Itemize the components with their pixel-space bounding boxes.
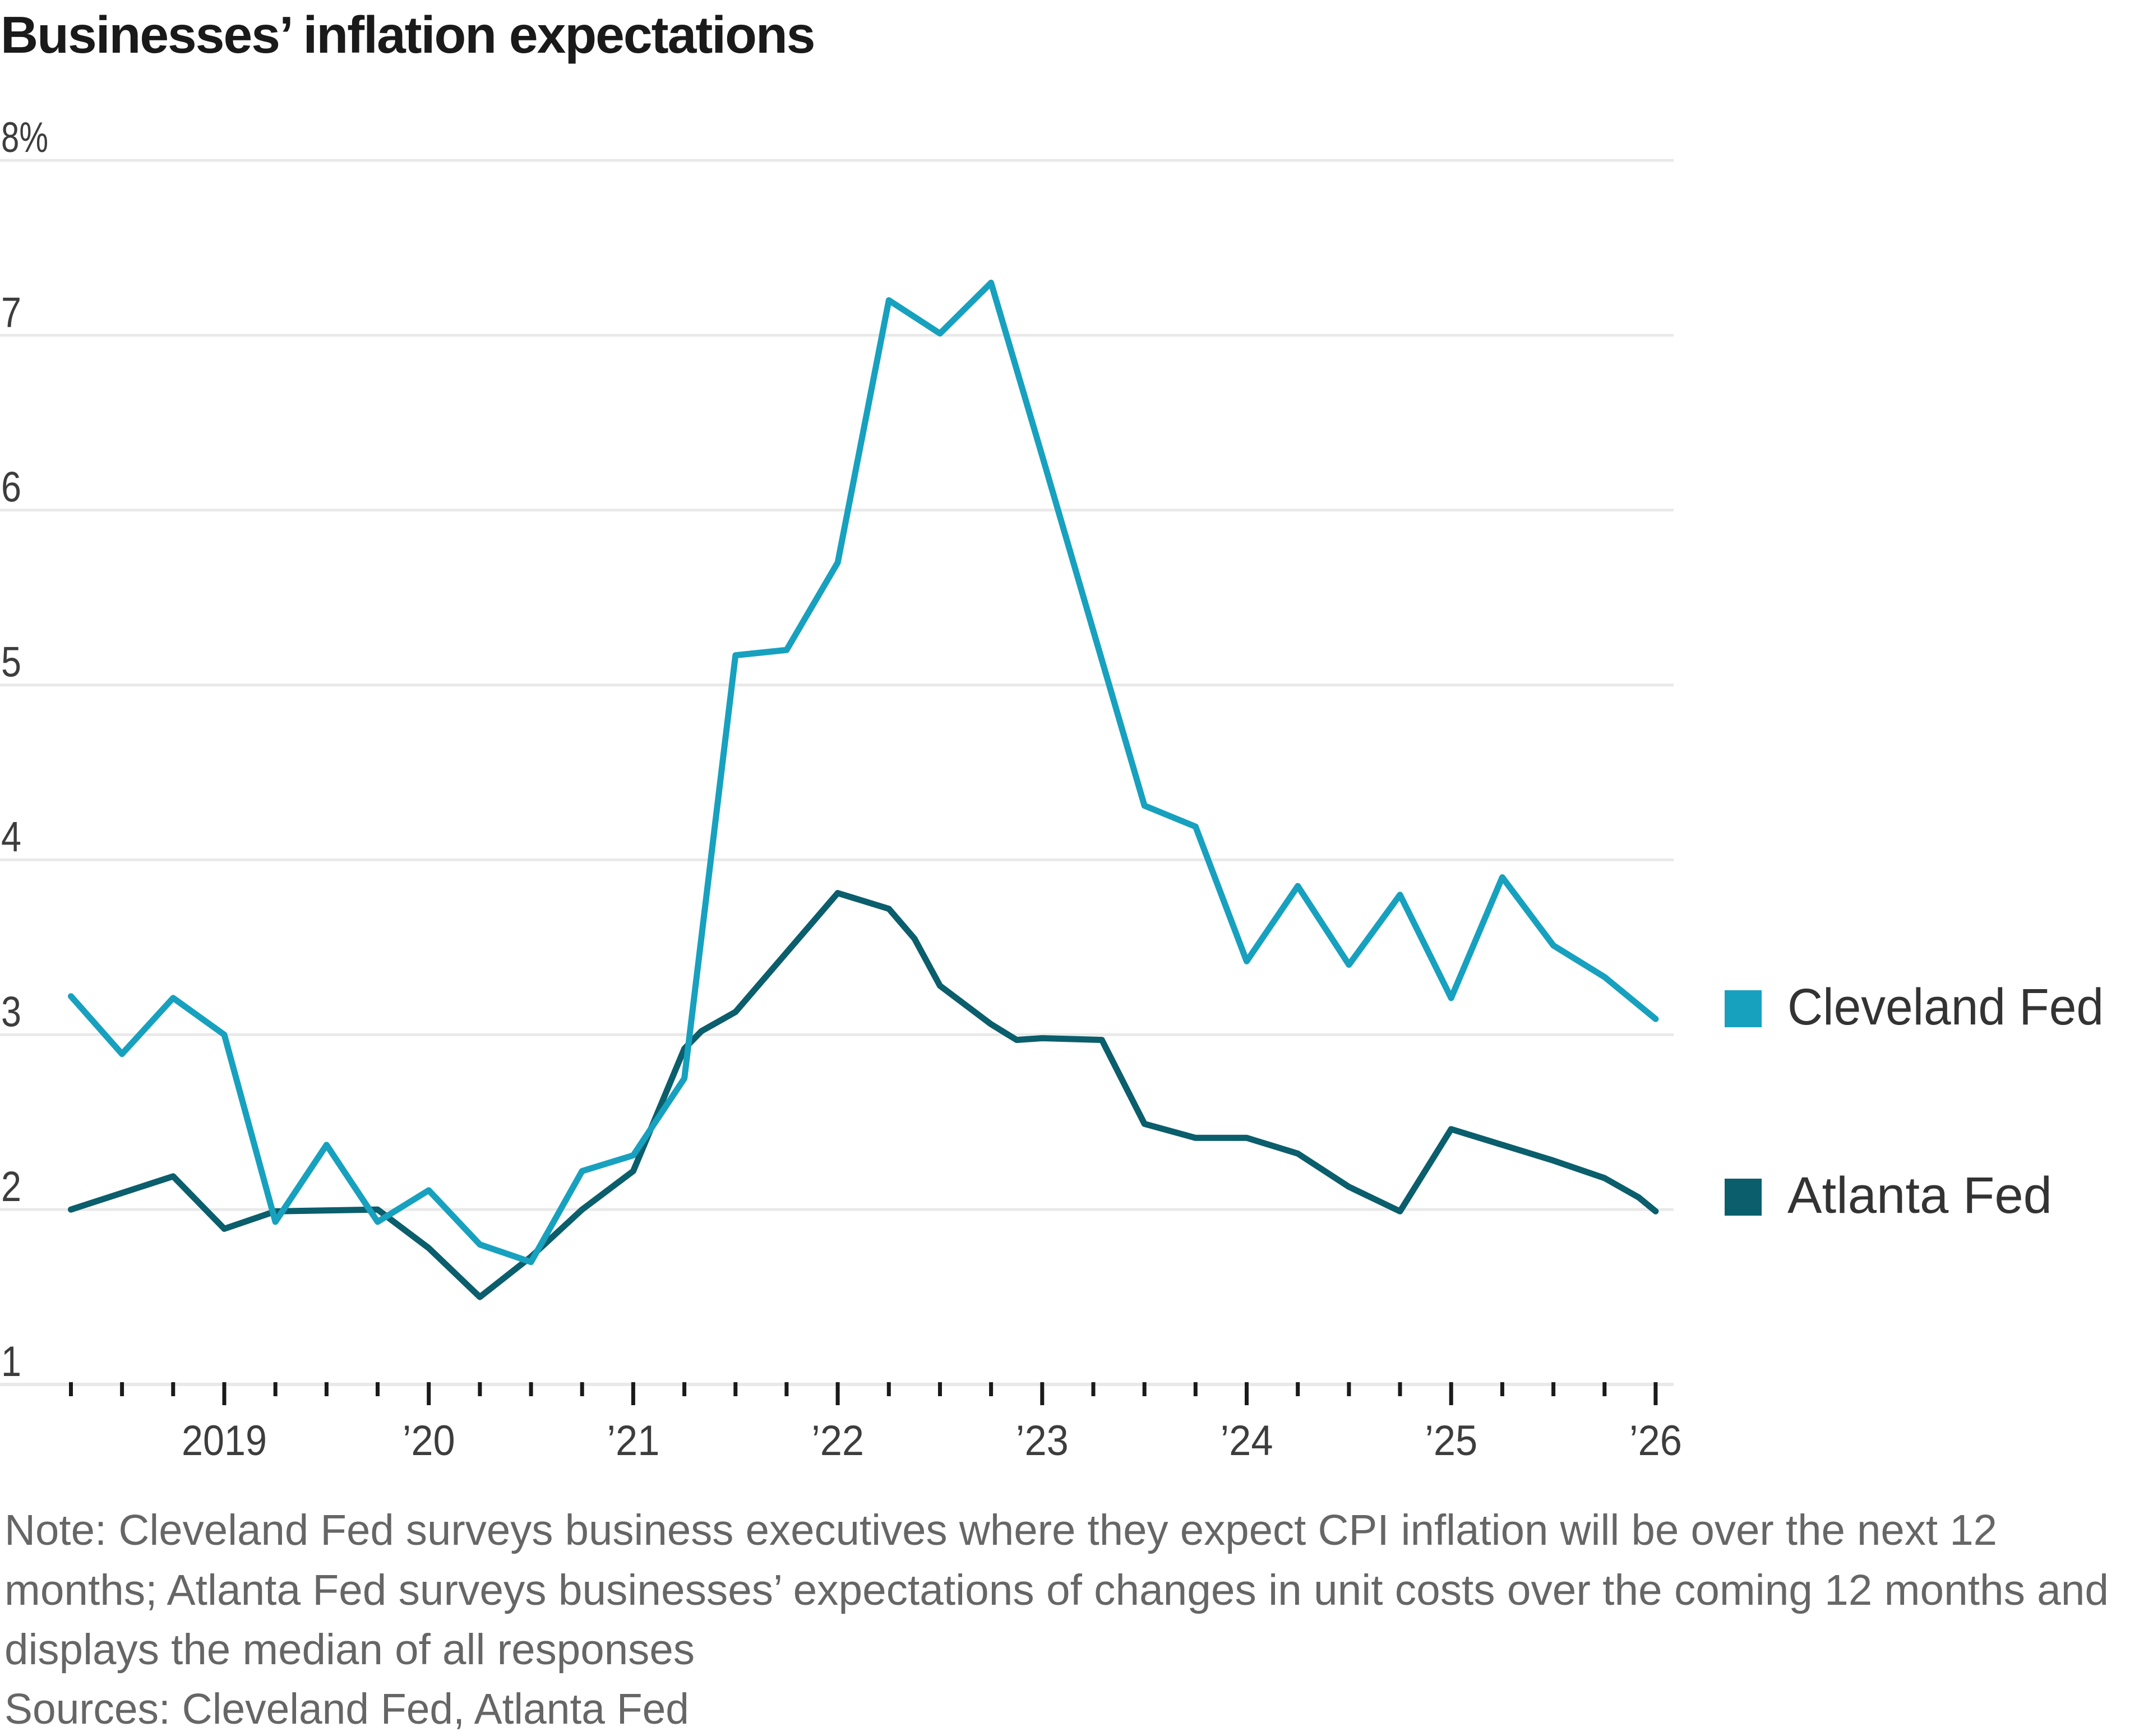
svg-text:’26: ’26 <box>1629 1417 1682 1465</box>
svg-text:Note: Cleveland Fed surveys bu: Note: Cleveland Fed surveys business exe… <box>4 1506 1997 1554</box>
svg-text:1: 1 <box>1 1338 21 1386</box>
svg-text:2: 2 <box>1 1163 21 1211</box>
svg-text:’20: ’20 <box>403 1417 455 1465</box>
svg-text:Sources: Cleveland Fed, Atlant: Sources: Cleveland Fed, Atlanta Fed <box>4 1685 689 1733</box>
svg-text:4: 4 <box>1 813 21 861</box>
svg-text:’25: ’25 <box>1425 1417 1477 1465</box>
svg-text:6: 6 <box>1 464 21 511</box>
svg-text:’23: ’23 <box>1016 1417 1069 1465</box>
svg-text:displays the median of all res: displays the median of all responses <box>4 1626 695 1674</box>
svg-text:Cleveland Fed: Cleveland Fed <box>1787 978 2104 1036</box>
svg-text:7: 7 <box>1 289 21 336</box>
svg-text:2019: 2019 <box>182 1417 267 1465</box>
svg-text:8%: 8% <box>1 114 48 161</box>
svg-text:months; Atlanta Fed surveys bu: months; Atlanta Fed surveys businesses’ … <box>4 1566 2109 1614</box>
svg-text:’21: ’21 <box>607 1417 659 1465</box>
svg-text:Businesses’ inflation expectat: Businesses’ inflation expectations <box>1 6 814 64</box>
svg-text:’24: ’24 <box>1221 1417 1273 1465</box>
svg-text:’22: ’22 <box>811 1417 864 1465</box>
svg-text:Atlanta Fed: Atlanta Fed <box>1787 1167 2052 1224</box>
svg-text:3: 3 <box>1 988 21 1036</box>
svg-text:5: 5 <box>1 639 21 686</box>
